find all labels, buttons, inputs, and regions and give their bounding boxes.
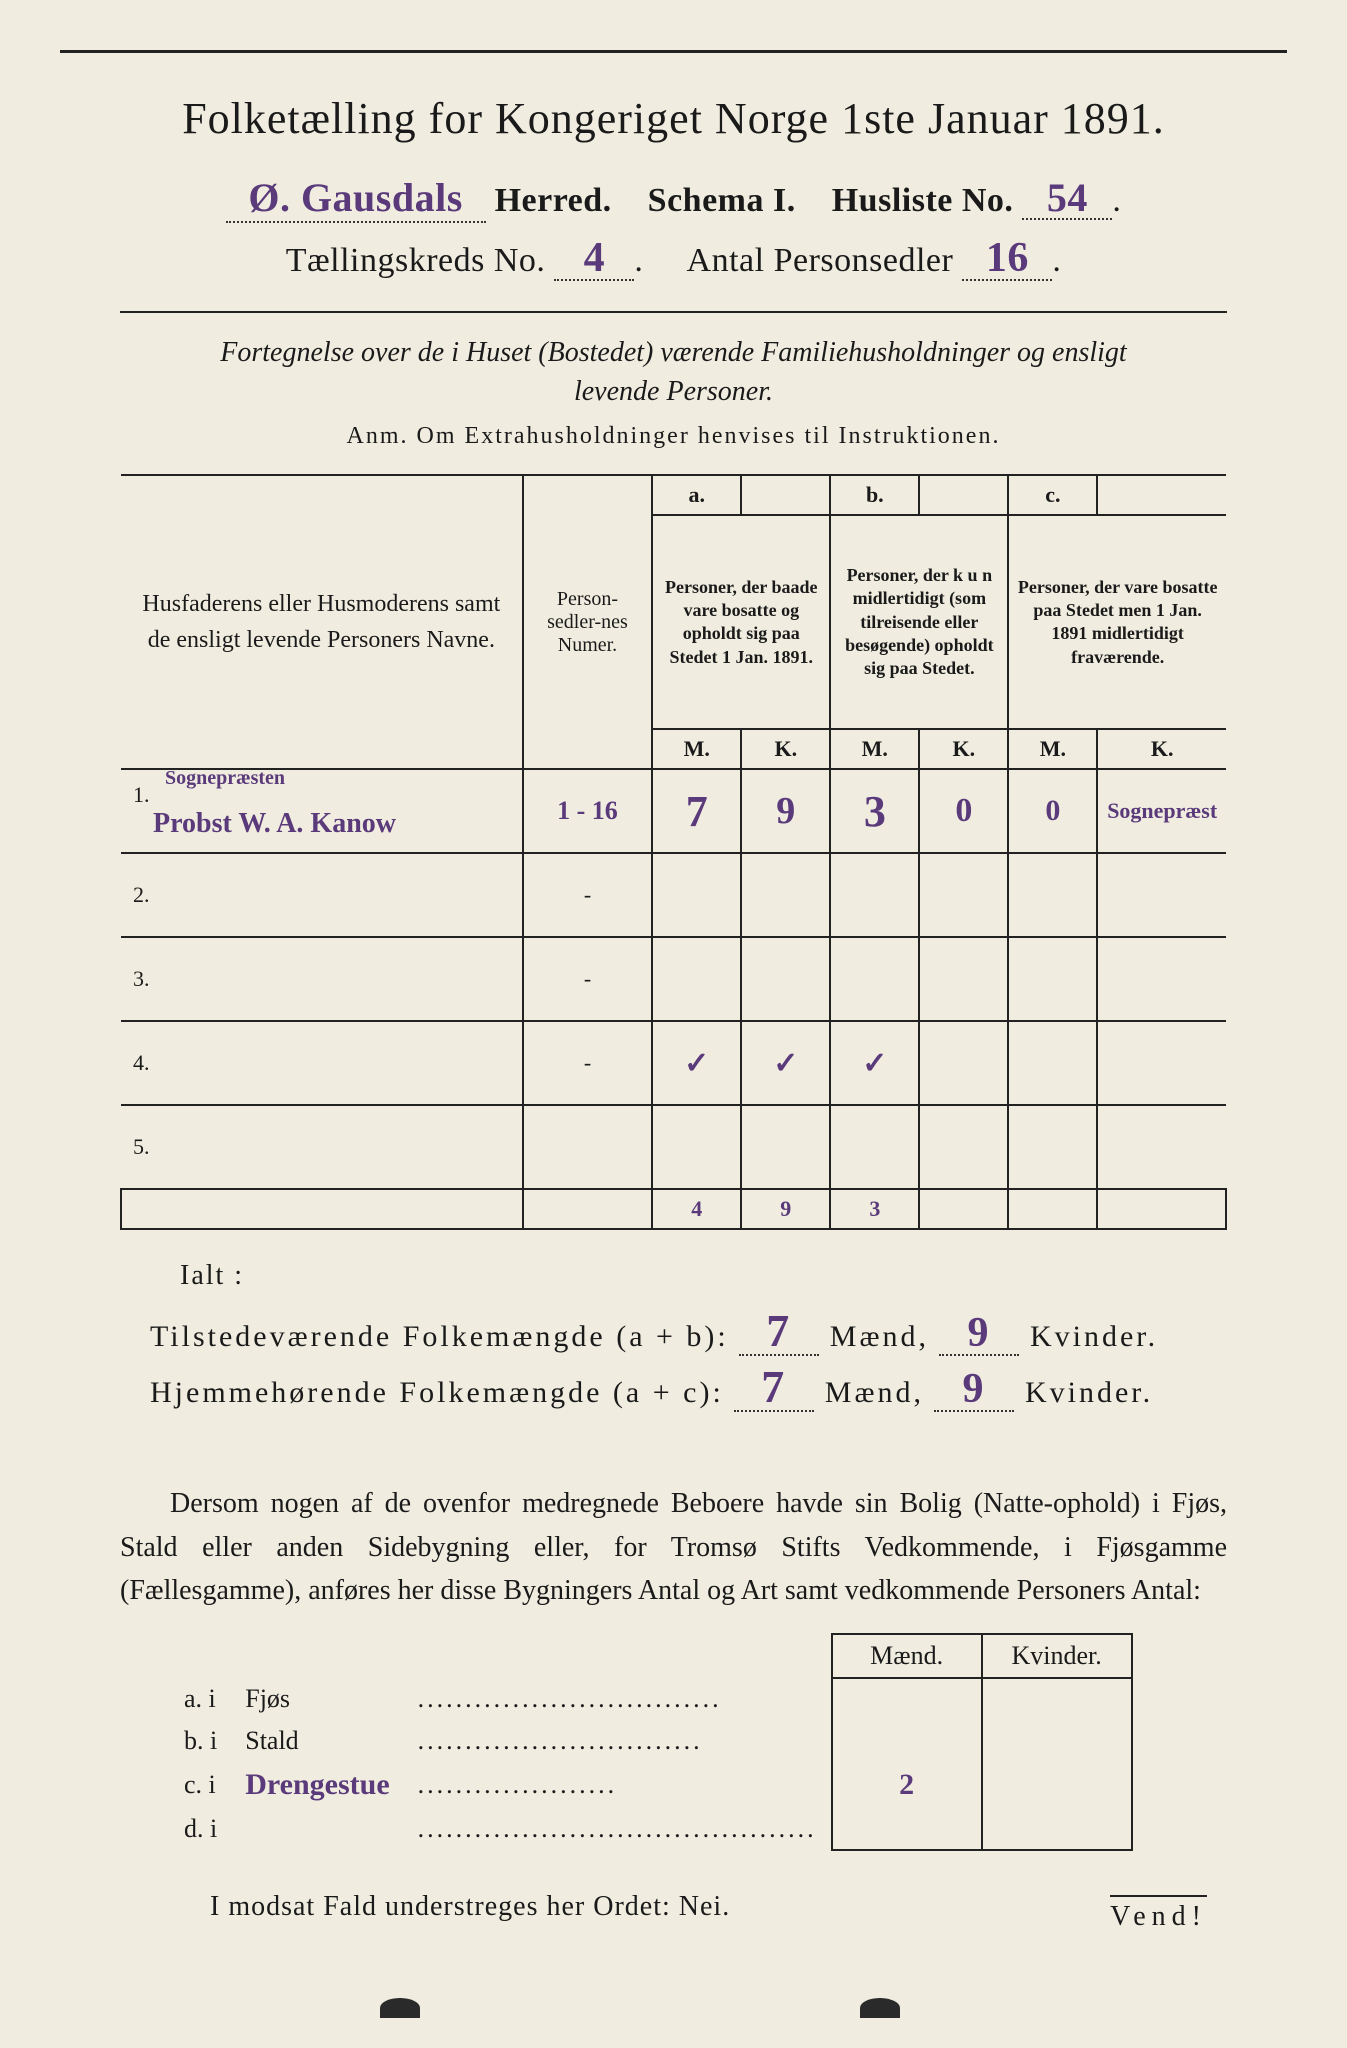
- main-title: Folketælling for Kongeriget Norge 1ste J…: [120, 93, 1227, 144]
- col-b-label: b.: [830, 475, 919, 515]
- total2-k: 9: [934, 1368, 1014, 1412]
- herred-handwritten: Ø. Gausdals: [226, 174, 486, 223]
- total-line-2: Hjemmehørende Folkemængde (a + c): 7 Mæn…: [150, 1364, 1227, 1412]
- sub-row: c. i Drengestue ..................... 2: [170, 1762, 1132, 1808]
- sub-row: a. i Fjøs ..............................…: [170, 1678, 1132, 1720]
- antal-no: 16: [962, 237, 1052, 281]
- sub-row: d. i ...................................…: [170, 1808, 1132, 1850]
- col-a-text: Personer, der baade vare bosatte og opho…: [652, 515, 830, 729]
- table-row: 5.: [121, 1105, 1226, 1189]
- schema-label: Schema I.: [648, 182, 796, 219]
- a-m: M.: [652, 729, 741, 769]
- total2-m: 7: [734, 1364, 814, 1412]
- b-k: K.: [919, 729, 1008, 769]
- total1-m: 7: [739, 1308, 819, 1356]
- herred-label: Herred.: [495, 182, 612, 219]
- nei-line: I modsat Fald understreges her Ordet: Ne…: [210, 1891, 1227, 1923]
- col-c-text: Personer, der vare bosatte paa Stedet me…: [1008, 515, 1226, 729]
- subtitle-line2: levende Personer.: [574, 376, 773, 407]
- subtitle: Fortegnelse over de i Huset (Bostedet) v…: [120, 333, 1227, 411]
- divider-1: [120, 311, 1227, 313]
- sub-head-k: Kvinder.: [982, 1634, 1132, 1678]
- anm-note: Anm. Om Extrahusholdninger henvises til …: [120, 423, 1227, 450]
- paragraph-note: Dersom nogen af de ovenfor medregnede Be…: [120, 1482, 1227, 1612]
- col-c-label: c.: [1008, 475, 1097, 515]
- husliste-no: 54: [1022, 178, 1112, 220]
- table-row: 2. -: [121, 853, 1226, 937]
- document-page: Folketælling for Kongeriget Norge 1ste J…: [0, 0, 1347, 2048]
- b-m: M.: [830, 729, 919, 769]
- col-b-text: Personer, der k u n midlertidigt (som ti…: [830, 515, 1008, 729]
- a-k: K.: [741, 729, 830, 769]
- sub-head-m: Mænd.: [832, 1634, 982, 1678]
- table-row: 4. - ✓ ✓ ✓: [121, 1021, 1226, 1105]
- husliste-label: Husliste No.: [832, 182, 1014, 219]
- table-row: 3. -: [121, 937, 1226, 1021]
- col-numer-header: Person-sedler-nes Numer.: [523, 475, 653, 769]
- total-line-1: Tilstedeværende Folkemængde (a + b): 7 M…: [150, 1308, 1227, 1356]
- kreds-no: 4: [554, 237, 634, 281]
- page-tear-icon: [860, 1998, 900, 2018]
- c-m: M.: [1008, 729, 1097, 769]
- sum-row: 4 9 3: [121, 1189, 1226, 1229]
- col-a-label: a.: [652, 475, 741, 515]
- header-line-2: Tællingskreds No. 4. Antal Personsedler …: [120, 237, 1227, 281]
- vend-label: Vend!: [1110, 1895, 1207, 1933]
- antal-label: Antal Personsedler: [687, 242, 954, 279]
- col-names-header: Husfaderens eller Husmoderens samt de en…: [121, 475, 523, 769]
- page-tear-icon: [380, 1998, 420, 2018]
- subtitle-line1: Fortegnelse over de i Huset (Bostedet) v…: [220, 337, 1126, 368]
- sub-table: Mænd. Kvinder. a. i Fjøs ...............…: [170, 1633, 1133, 1851]
- main-table: Husfaderens eller Husmoderens samt de en…: [120, 474, 1227, 1230]
- header-line-1: Ø. Gausdals Herred. Schema I. Husliste N…: [120, 174, 1227, 223]
- total1-k: 9: [939, 1312, 1019, 1356]
- printed-frame: Folketælling for Kongeriget Norge 1ste J…: [60, 50, 1287, 1993]
- ialt-label: Ialt :: [180, 1260, 1227, 1292]
- table-row: 1. Sognepræsten Probst W. A. Kanow 1 - 1…: [121, 769, 1226, 853]
- c-k: K.: [1097, 729, 1226, 769]
- kreds-label: Tællingskreds No.: [286, 242, 546, 279]
- sub-row: b. i Stald .............................…: [170, 1720, 1132, 1762]
